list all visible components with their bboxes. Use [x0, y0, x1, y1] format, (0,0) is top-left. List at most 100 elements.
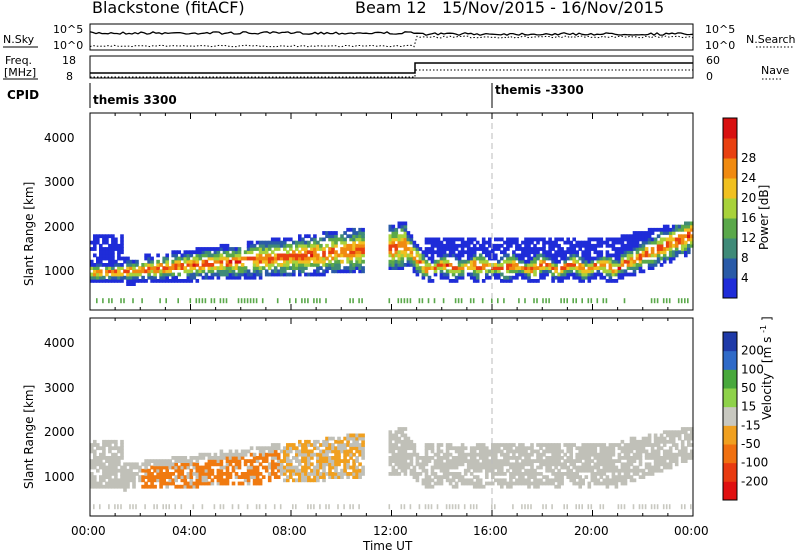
- power-cell: [521, 247, 525, 251]
- power-cell: [684, 250, 688, 255]
- power-near-range-cell: [111, 298, 113, 304]
- velocity-cell: [581, 481, 585, 486]
- velocity-cell: [623, 462, 628, 467]
- power-cell: [497, 263, 501, 267]
- power-cell: [276, 272, 281, 277]
- velocity-cell: [165, 484, 169, 489]
- velocity-near-range-cell: [120, 504, 122, 510]
- power-cell: [599, 263, 604, 267]
- velocity-cell: [650, 456, 655, 460]
- power-cell: [349, 234, 353, 239]
- power-cell: [358, 250, 362, 255]
- power-cell: [623, 269, 628, 274]
- velocity-cell: [105, 456, 109, 460]
- power-cell: [93, 279, 97, 283]
- power-cell: [620, 263, 625, 267]
- velocity-cell: [343, 465, 347, 470]
- velocity-cell: [310, 462, 314, 467]
- velocity-cell: [533, 459, 537, 463]
- velocity-cell: [518, 443, 522, 447]
- power-cell: [234, 272, 239, 277]
- velocity-cell: [102, 475, 106, 479]
- velocity-cell: [120, 481, 124, 486]
- power-cell: [436, 259, 441, 264]
- velocity-cell: [690, 433, 694, 438]
- power-cell: [391, 263, 396, 267]
- noise-panel-frame: [89, 23, 694, 51]
- velocity-cell: [491, 465, 495, 470]
- velocity-cell: [442, 462, 447, 467]
- velocity-cell: [337, 475, 341, 479]
- velocity-cell: [252, 452, 257, 457]
- power-cell: [451, 269, 456, 274]
- power-cell: [623, 243, 628, 248]
- power-cell: [442, 247, 447, 251]
- xtick-0400: 04:00: [172, 524, 207, 538]
- power-cell: [165, 266, 169, 270]
- power-cell: [539, 263, 543, 267]
- power-cell: [198, 250, 203, 255]
- velocity-near-range-cell: [292, 504, 294, 510]
- velocity-cell: [114, 475, 118, 479]
- power-cell: [466, 250, 471, 255]
- velocity-cell: [569, 452, 573, 457]
- power-cell: [475, 275, 480, 280]
- velocity-cell: [334, 465, 338, 470]
- power-cell: [222, 250, 227, 255]
- velocity-cell: [515, 462, 519, 467]
- velocity-cell: [665, 433, 670, 438]
- power-cell: [430, 247, 435, 251]
- power-cell: [93, 240, 97, 245]
- power-cell: [355, 243, 359, 248]
- power-cell: [533, 253, 537, 258]
- power-cell: [590, 237, 595, 242]
- cpid-label: CPID: [7, 88, 39, 102]
- velocity-cell: [355, 465, 359, 470]
- velocity-cell: [213, 452, 218, 457]
- velocity-cell: [512, 456, 516, 460]
- power-cell: [475, 279, 480, 283]
- power-cell: [548, 240, 552, 245]
- velocity-cell: [216, 475, 221, 479]
- power-cell: [614, 253, 619, 258]
- velocity-cell: [451, 472, 456, 476]
- power-near-range-cell: [653, 298, 656, 304]
- power-cell: [687, 227, 691, 232]
- power-cell: [406, 247, 411, 251]
- power-cell: [481, 263, 486, 267]
- velocity-cell: [623, 446, 628, 451]
- velocity-cell: [355, 436, 359, 441]
- power-cell: [219, 253, 224, 258]
- velocity-cell: [551, 443, 555, 447]
- power-cell: [653, 227, 658, 232]
- velocity-cell: [394, 436, 399, 441]
- velocity-cell: [192, 465, 197, 470]
- power-cell: [587, 269, 592, 274]
- power-cell: [255, 263, 260, 267]
- velocity-cell: [165, 465, 169, 470]
- velocity-cell: [587, 452, 592, 457]
- power-cell: [231, 272, 236, 277]
- power-cell: [168, 266, 172, 270]
- power-cell: [150, 279, 154, 283]
- power-cell: [141, 266, 145, 270]
- velocity-cell: [608, 452, 613, 457]
- velocity-cell: [415, 452, 420, 457]
- power-cell: [684, 243, 688, 248]
- velocity-cell: [569, 443, 573, 447]
- velocity-cell: [102, 468, 106, 473]
- velocity-cell: [334, 459, 338, 463]
- velocity-cell: [111, 452, 115, 457]
- power-cell: [530, 259, 534, 264]
- power-cell: [126, 269, 130, 274]
- velocity-cell: [584, 446, 589, 451]
- velocity-cell: [403, 472, 408, 476]
- velocity-cell: [475, 481, 480, 486]
- velocity-cell: [599, 468, 604, 473]
- velocity-cell: [102, 465, 106, 470]
- power-cell: [162, 269, 166, 274]
- velocity-cell: [201, 481, 206, 486]
- power-cell: [596, 266, 601, 270]
- power-cell: [252, 275, 257, 280]
- power-cell: [632, 272, 637, 277]
